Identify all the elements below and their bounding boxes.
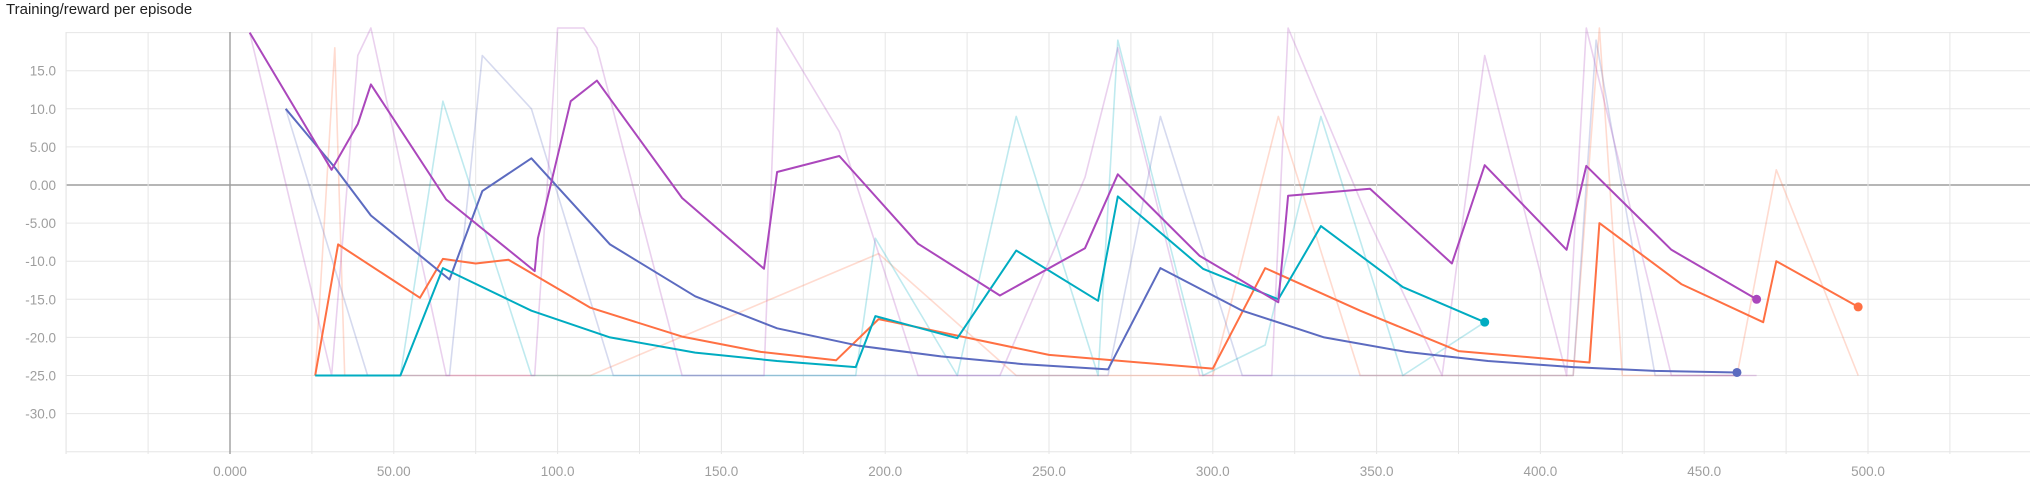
series-line-3: [315, 195, 1486, 377]
series-end-point-2: [1732, 367, 1742, 377]
series-line-1: [314, 222, 1859, 376]
smoothed-series-lines: [248, 32, 1859, 377]
tick-labels: 15.0 10.0 5.00 0.00 -5.00 -10.0 -15.0 -20.0 -25.…: [25, 64, 1885, 479]
x-tick-label: 450.0: [1687, 464, 1721, 479]
series-end-point-4: [1752, 294, 1762, 304]
y-tick-label: 15.0: [30, 64, 56, 79]
raw-series-lines: [248, 27, 1859, 377]
x-tick-label: 100.0: [541, 464, 575, 479]
series-end-point-3: [1480, 317, 1490, 327]
x-tick-label: 250.0: [1032, 464, 1066, 479]
series-end-markers: [1480, 294, 1863, 377]
raw-series-line-2: [284, 39, 1737, 377]
x-tick-label: 500.0: [1851, 464, 1885, 479]
x-tick-label: 350.0: [1360, 464, 1394, 479]
x-tick-label: 400.0: [1524, 464, 1558, 479]
chart-title: Training/reward per episode: [6, 1, 193, 18]
raw-series-line-3: [315, 39, 1486, 377]
x-tick-label: 300.0: [1196, 464, 1230, 479]
y-tick-label: 0.00: [30, 178, 56, 193]
series-line-4: [248, 32, 1758, 304]
y-tick-label: 5.00: [30, 140, 56, 155]
raw-series-line-4: [248, 27, 1757, 377]
series-line-2: [284, 108, 1738, 374]
y-tick-label: -15.0: [25, 292, 56, 307]
y-tick-label: 10.0: [30, 102, 56, 117]
y-tick-label: -10.0: [25, 254, 56, 269]
series-end-point-1: [1853, 302, 1863, 312]
y-tick-label: -25.0: [25, 369, 56, 384]
x-tick-label: 150.0: [705, 464, 739, 479]
y-tick-label: -30.0: [25, 407, 56, 422]
x-tick-label: 200.0: [868, 464, 902, 479]
y-tick-label: -20.0: [25, 330, 56, 345]
grid-lines: [65, 32, 2030, 454]
x-tick-label: 50.00: [377, 464, 411, 479]
x-tick-label: 0.000: [213, 464, 247, 479]
y-tick-label: -5.00: [25, 216, 56, 231]
